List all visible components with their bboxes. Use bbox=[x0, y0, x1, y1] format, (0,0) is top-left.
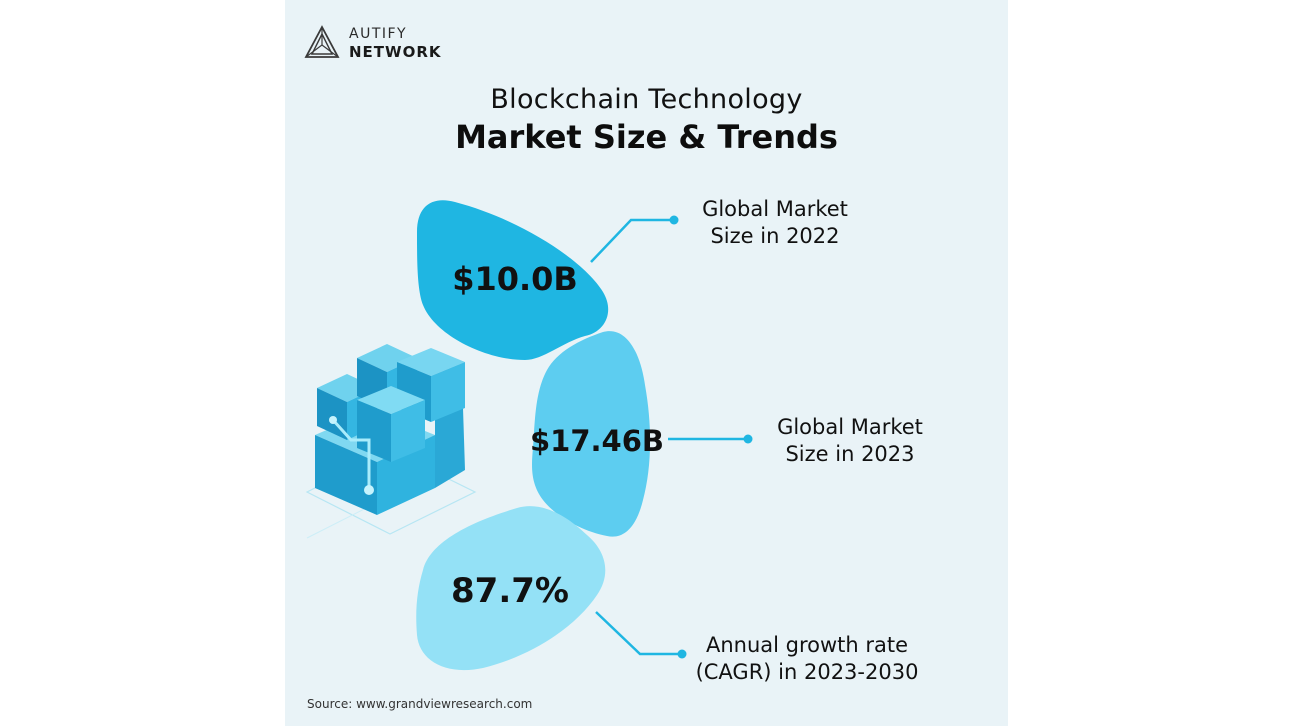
brand-name-top: AUTIFY bbox=[349, 26, 408, 42]
stat-label-cagr: Annual growth rate (CAGR) in 2023-2030 bbox=[695, 633, 919, 684]
connector-line-cagr bbox=[595, 611, 681, 656]
source-citation: Source: www.grandviewresearch.com bbox=[307, 697, 533, 711]
stat-label-2022: Global Market Size in 2022 bbox=[702, 197, 848, 248]
arc-segment-cagr bbox=[416, 506, 606, 671]
stat-value-2022: $10.0B bbox=[452, 260, 578, 298]
arc-segment-2023 bbox=[532, 331, 651, 537]
connector-dot-cagr bbox=[677, 649, 687, 659]
infographic-art bbox=[305, 200, 753, 671]
triangle-logo-icon bbox=[304, 25, 340, 58]
brand-name-bottom: NETWORK bbox=[349, 43, 442, 61]
page-title-line2-text: Market Size & Trends bbox=[455, 118, 838, 156]
arc-segment-2022 bbox=[417, 200, 609, 360]
page-title-line2: Market Size & Trends bbox=[447, 118, 846, 156]
connector-dot-2023 bbox=[743, 434, 753, 444]
infographic-poster: AUTIFY NETWORK Blockchain Technology Mar… bbox=[285, 0, 1008, 726]
stat-label-2023: Global Market Size in 2023 bbox=[777, 415, 923, 466]
connector-dot-2022 bbox=[669, 215, 679, 225]
stat-value-2023: $17.46B bbox=[530, 424, 665, 458]
blockchain-cubes-icon bbox=[305, 344, 477, 539]
connector-line-2022 bbox=[590, 218, 673, 263]
brand-logo: AUTIFY NETWORK bbox=[304, 25, 464, 65]
page-title-line1: Blockchain Technology bbox=[490, 84, 803, 115]
stat-value-cagr: 87.7% bbox=[451, 571, 569, 611]
